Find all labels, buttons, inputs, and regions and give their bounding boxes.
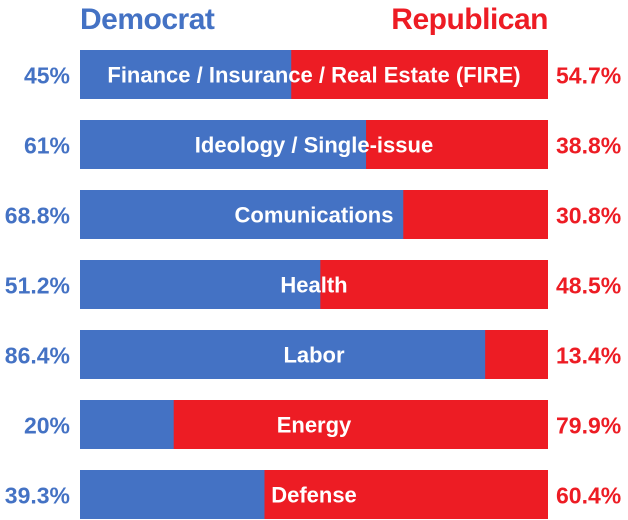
bars-group: Finance / Insurance / Real Estate (FIRE)… bbox=[5, 50, 621, 519]
category-label: Ideology / Single-issue bbox=[195, 133, 433, 158]
democrat-value-label: 39.3% bbox=[5, 483, 70, 509]
democrat-bar bbox=[80, 190, 404, 239]
democrat-value-label: 86.4% bbox=[5, 343, 70, 369]
republican-value-label: 79.9% bbox=[556, 413, 621, 439]
category-label: Energy bbox=[277, 413, 352, 438]
democrat-bar bbox=[80, 50, 292, 99]
category-label: Health bbox=[280, 273, 347, 298]
legend-democrat: Democrat bbox=[80, 3, 215, 36]
democrat-bar bbox=[80, 330, 486, 379]
republican-value-label: 38.8% bbox=[556, 133, 621, 159]
democrat-bar bbox=[80, 400, 174, 449]
category-label: Finance / Insurance / Real Estate (FIRE) bbox=[107, 63, 520, 88]
republican-value-label: 13.4% bbox=[556, 343, 621, 369]
republican-value-label: 30.8% bbox=[556, 203, 621, 229]
legend-republican: Republican bbox=[391, 3, 548, 36]
republican-value-label: 54.7% bbox=[556, 63, 621, 89]
category-label: Comunications bbox=[235, 203, 394, 228]
republican-value-label: 60.4% bbox=[556, 483, 621, 509]
republican-value-label: 48.5% bbox=[556, 273, 621, 299]
category-label: Defense bbox=[271, 483, 357, 508]
democrat-value-label: 20% bbox=[24, 413, 70, 439]
democrat-bar bbox=[80, 120, 367, 169]
democrat-value-label: 45% bbox=[24, 63, 70, 89]
democrat-value-label: 61% bbox=[24, 133, 70, 159]
democrat-value-label: 68.8% bbox=[5, 203, 70, 229]
democrat-value-label: 51.2% bbox=[5, 273, 70, 299]
category-label: Labor bbox=[283, 343, 345, 368]
legend: Democrat Republican bbox=[80, 3, 549, 36]
democrat-bar bbox=[80, 260, 321, 309]
democrat-bar bbox=[80, 470, 265, 519]
